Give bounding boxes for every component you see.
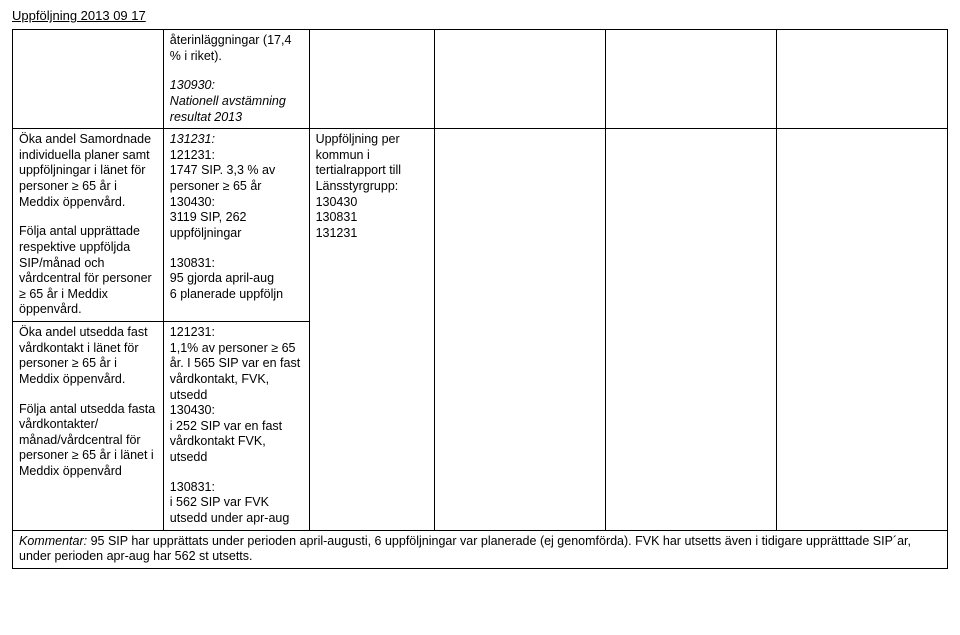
cell-r3c2: 121231: 1,1% av personer ≥ 65 år. I 565 … [163, 322, 309, 531]
main-table: återinläggningar (17,4 % i riket). 13093… [12, 29, 948, 569]
cell-r2c3: Uppföljning per kommun i tertialrapport … [309, 129, 435, 530]
cell-r2c2: 131231: 121231: 1747 SIP. 3,3 % av perso… [163, 129, 309, 322]
text-block: 130831: 95 gjorda april-aug 6 planerade … [170, 256, 303, 303]
text-block: Följa antal upprättade respektive uppföl… [19, 224, 157, 318]
spacer [170, 64, 303, 78]
cell-r1c4 [435, 30, 606, 129]
cell-comment: Kommentar: 95 SIP har upprättats under p… [13, 530, 948, 568]
text-block: Öka andel Samordnade individuella planer… [19, 132, 157, 210]
text-block: Öka andel utsedda fast vårdkontakt i län… [19, 325, 157, 388]
spacer [19, 210, 157, 224]
cell-r1c6 [777, 30, 948, 129]
text-block: Uppföljning per kommun i tertialrapport … [316, 132, 429, 241]
text-block: 130831: i 562 SIP var FVK utsedd under a… [170, 480, 303, 527]
text-block: 121231: 1,1% av personer ≥ 65 år. I 565 … [170, 325, 303, 466]
page: Uppföljning 2013 09 17 återinläggningar … [0, 0, 960, 635]
cell-r3c1: Öka andel utsedda fast vårdkontakt i län… [13, 322, 164, 531]
table-row-comment: Kommentar: 95 SIP har upprättats under p… [13, 530, 948, 568]
text-block: återinläggningar (17,4 % i riket). [170, 33, 303, 64]
cell-r2c6 [777, 129, 948, 530]
cell-r1c3 [309, 30, 435, 129]
text-block: Följa antal utsedda fasta vårdkontakter/… [19, 402, 157, 480]
spacer [170, 242, 303, 256]
spacer [170, 466, 303, 480]
text-block-italic: 131231: [170, 132, 303, 148]
page-title: Uppföljning 2013 09 17 [12, 8, 948, 23]
text-block: 121231: 1747 SIP. 3,3 % av personer ≥ 65… [170, 148, 303, 242]
spacer [19, 388, 157, 402]
cell-r2c5 [606, 129, 777, 530]
comment-text: 95 SIP har upprättats under perioden apr… [19, 534, 911, 564]
cell-r1c1 [13, 30, 164, 129]
table-row: återinläggningar (17,4 % i riket). 13093… [13, 30, 948, 129]
cell-r2c1: Öka andel Samordnade individuella planer… [13, 129, 164, 322]
table-row: Öka andel Samordnade individuella planer… [13, 129, 948, 322]
text-block-italic: 130930: Nationell avstämning resultat 20… [170, 78, 303, 125]
cell-r2c4 [435, 129, 606, 530]
cell-r1c5 [606, 30, 777, 129]
comment-label: Kommentar: [19, 534, 87, 548]
cell-r1c2: återinläggningar (17,4 % i riket). 13093… [163, 30, 309, 129]
